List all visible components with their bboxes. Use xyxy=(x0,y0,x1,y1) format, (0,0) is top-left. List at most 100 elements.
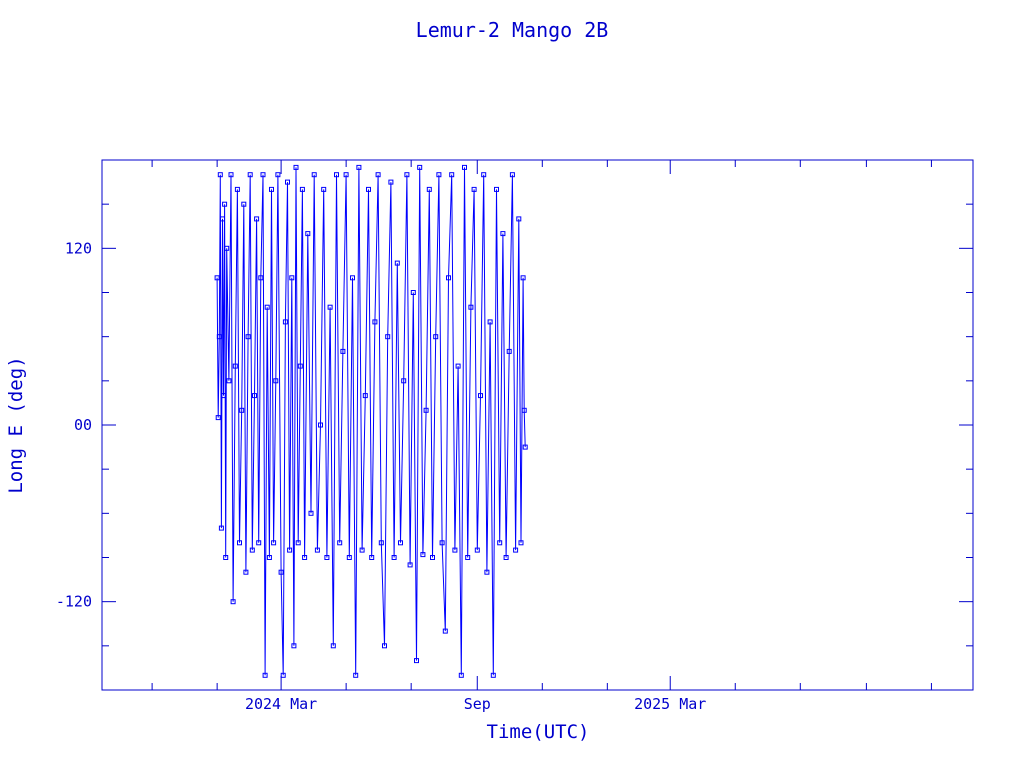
data-point xyxy=(330,643,336,649)
data-point xyxy=(337,540,343,546)
data-point xyxy=(452,547,458,553)
data-point xyxy=(346,555,352,560)
data-point xyxy=(449,172,455,178)
data-point xyxy=(388,179,394,185)
data-point xyxy=(289,275,295,281)
data-point xyxy=(221,393,226,399)
data-point xyxy=(484,569,490,575)
data-point xyxy=(293,164,299,170)
data-point xyxy=(280,672,286,678)
data-point xyxy=(305,231,311,237)
data-point xyxy=(414,658,419,664)
data-point xyxy=(518,540,524,546)
data-point xyxy=(487,319,493,325)
series-layer xyxy=(214,164,528,678)
data-point xyxy=(264,304,270,310)
data-point xyxy=(254,216,260,222)
data-point xyxy=(324,555,330,560)
data-point xyxy=(439,540,445,546)
data-point xyxy=(455,363,461,369)
data-point xyxy=(321,186,327,192)
data-point xyxy=(404,172,410,178)
data-point xyxy=(353,672,359,678)
data-point xyxy=(410,290,416,295)
data-point xyxy=(465,555,471,560)
data-point xyxy=(516,216,522,222)
data-point xyxy=(417,164,423,170)
data-point xyxy=(282,319,288,325)
data-point xyxy=(273,378,279,384)
data-point xyxy=(232,363,238,369)
data-point xyxy=(334,172,339,178)
data-point xyxy=(239,407,245,413)
x-axis-title: Time(UTC) xyxy=(487,721,590,743)
data-point xyxy=(287,547,293,553)
data-point xyxy=(375,172,381,178)
data-point xyxy=(433,334,439,340)
data-point xyxy=(271,540,277,546)
data-point xyxy=(522,444,528,450)
data-point xyxy=(222,201,228,207)
y-axis-ticks: 120 00 -120 xyxy=(56,239,973,611)
data-point xyxy=(220,216,225,222)
series-line xyxy=(216,167,526,676)
data-point xyxy=(249,547,255,553)
data-point xyxy=(216,334,222,340)
data-point xyxy=(426,186,432,192)
data-point xyxy=(356,164,362,170)
data-point xyxy=(442,628,448,634)
chart-title: Lemur-2 Mango 2B xyxy=(416,18,609,42)
data-point xyxy=(245,334,251,340)
data-point xyxy=(509,172,515,178)
x-tick-label: Sep xyxy=(464,695,491,713)
data-point xyxy=(468,304,474,310)
data-point xyxy=(218,525,224,531)
data-point xyxy=(446,275,451,281)
y-tick-label: 00 xyxy=(74,416,92,434)
data-point xyxy=(299,186,305,192)
data-point xyxy=(362,393,368,399)
minor-ticks xyxy=(102,160,973,690)
x-tick-label: 2025 Mar xyxy=(634,695,706,713)
data-point xyxy=(394,260,400,266)
data-point xyxy=(474,547,480,553)
data-point xyxy=(458,672,464,678)
data-point xyxy=(471,186,477,192)
data-point xyxy=(343,172,349,178)
data-point xyxy=(285,179,290,185)
data-point xyxy=(350,275,355,281)
data-point xyxy=(224,245,230,251)
data-point xyxy=(378,540,384,546)
data-point xyxy=(398,540,403,546)
data-point xyxy=(520,275,526,281)
data-point xyxy=(423,407,429,413)
data-point xyxy=(369,555,375,560)
data-point xyxy=(275,172,281,178)
data-point xyxy=(314,547,320,553)
data-point xyxy=(391,555,397,560)
data-point xyxy=(340,348,346,354)
data-point xyxy=(372,319,378,325)
data-point xyxy=(234,186,240,192)
data-point xyxy=(359,547,365,553)
x-tick-label: 2024 Mar xyxy=(245,695,317,713)
data-point xyxy=(494,186,499,192)
data-point xyxy=(256,540,262,546)
data-point xyxy=(521,407,527,413)
data-point xyxy=(385,334,391,340)
data-point xyxy=(430,555,435,560)
data-point xyxy=(382,643,387,649)
data-point xyxy=(401,378,407,384)
data-point xyxy=(243,569,249,575)
data-point xyxy=(478,393,483,399)
data-point xyxy=(311,172,317,178)
data-point xyxy=(481,172,487,178)
data-point xyxy=(436,172,442,178)
data-point xyxy=(295,540,301,546)
data-point xyxy=(230,599,236,605)
data-point xyxy=(327,304,333,310)
data-point xyxy=(420,552,426,558)
data-point xyxy=(500,231,506,237)
data-point xyxy=(506,348,512,354)
